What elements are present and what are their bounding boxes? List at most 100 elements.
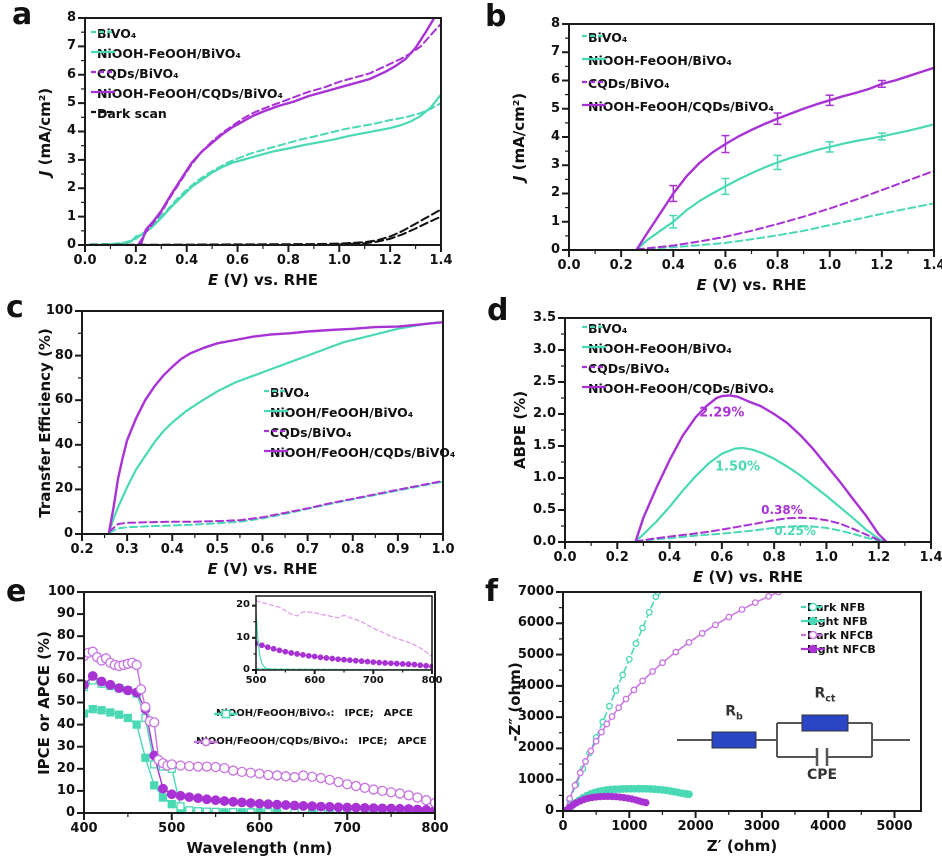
marker-square (106, 708, 115, 717)
x-axis-label: Z′ (ohm) (563, 837, 921, 855)
marker-circle (201, 761, 213, 772)
legend-label: NiOOH/FeOOH/CQDs/BiVO₄ (270, 445, 456, 460)
y-tick-label: 50 (56, 694, 75, 710)
y-tick-label: 3 (66, 151, 76, 167)
legend-row: NiOOH/FeOOH/BiVO₄ (263, 405, 416, 420)
axis-label-text: (V) vs. RHE (218, 271, 318, 289)
error-bar (721, 177, 730, 196)
legend-label: APCE (397, 736, 427, 747)
marker-circle (630, 686, 638, 694)
legend-label: Dark NFB (807, 601, 866, 614)
x-tick-label: 800 (421, 675, 443, 686)
x-tick-label: 1.2 (867, 550, 891, 565)
legend-label: Light NFB (807, 615, 868, 628)
axis-label-text: Transfer Efficiency (%) (36, 327, 54, 518)
y-tick-label: 4 (66, 123, 76, 139)
x-tick-label: 0.7 (296, 542, 320, 557)
x-tick-label: 600 (304, 675, 326, 686)
marker-circle (672, 648, 680, 656)
marker-circle (158, 783, 168, 794)
marker-circle (359, 782, 370, 793)
legend-label: NiOOH/FeOOH/BiVO₄ (270, 405, 414, 420)
marker-circle (403, 790, 414, 801)
axis-ticks (78, 17, 442, 252)
marker-circle (175, 790, 186, 801)
marker-circle (329, 655, 336, 662)
x-tick-label: 600 (245, 821, 274, 836)
y-tick-label: 0.0 (532, 533, 556, 549)
marker-circle (300, 651, 306, 658)
x-tick-label: 700 (362, 675, 384, 686)
legend-label: BiVO₄ (588, 321, 628, 336)
marker-circle (598, 728, 605, 736)
legend-row: NiOOH/FeOOH/CQDs/BiVO₄: IPCE; APCE (193, 736, 430, 747)
series-line-CQDs/BiVO₄ (634, 516, 885, 543)
legend-label: Dark scan (97, 106, 167, 121)
y-tick-label: 1.5 (532, 437, 556, 453)
x-tick-label: 2000 (677, 819, 714, 834)
marker-circle (263, 799, 274, 810)
x-tick-label: 1.0 (814, 550, 838, 565)
x-tick-label: 0.4 (661, 258, 685, 273)
marker-circle (289, 772, 300, 783)
legend-row: NiOOH-FeOOH/BiVO₄ (90, 46, 244, 61)
series-line-NiOOH-FeOOH/BiVO₄ (634, 446, 885, 543)
marker-circle (587, 747, 595, 755)
marker-circle (725, 613, 733, 621)
marker-circle (346, 657, 353, 664)
error-bar (773, 154, 782, 171)
x-axis-label: E (V) vs. RHE (85, 271, 441, 289)
error-bar (773, 112, 782, 126)
marker-circle (228, 765, 239, 776)
legend-label: CQDs/BiVO₄ (588, 76, 670, 91)
y-tick-label: 2 (550, 185, 560, 201)
marker-circle (359, 803, 370, 813)
marker-circle (370, 659, 377, 666)
label-cpe: CPE (807, 767, 837, 783)
y-tick-label: 5 (66, 95, 76, 111)
marker-circle (335, 656, 342, 663)
axis-label-text: (mA/cm²) (510, 92, 528, 176)
marker-square (114, 710, 124, 719)
x-tick-label: 0.0 (557, 258, 581, 273)
marker-circle (324, 774, 335, 786)
series-line-BiVO₄ (634, 525, 885, 543)
y-tick-label: 60 (56, 672, 75, 688)
x-tick-label: 0.6 (226, 253, 250, 268)
marker-circle (311, 653, 318, 660)
series-line-BiVO₄ (89, 102, 442, 246)
panel-a: a 0.0 0.2 0.4 0.6 0.8 1.0 1.2 1.4 0 1 2 3 4 5 6 7 8 E (V) … (0, 0, 465, 289)
y-tick-label: 1000 (517, 771, 554, 787)
marker-circle (192, 761, 204, 772)
panel-b: b 0.0 0.2 0.4 0.6 0.8 1.0 1.2 1.4 0 1 2 3 4 5 6 7 8 E (V) … (465, 0, 942, 295)
x-tick-label: 700 (333, 821, 361, 836)
legend-label: Dark NFCB (807, 629, 874, 642)
y-tick-label: 1 (66, 208, 76, 224)
legend-row: NiOOH/FeOOH/CQDs/BiVO₄ (263, 445, 458, 460)
error-bar (669, 214, 678, 229)
x-tick-label: 0.2 (609, 258, 633, 273)
x-tick-label: 0.6 (250, 542, 275, 557)
axis-label-text: (V) vs. RHE (703, 568, 803, 586)
y-axis-label: J (mA/cm²) (510, 93, 528, 181)
x-tick-label: 0.0 (553, 550, 577, 565)
y-tick-label: 6000 (517, 615, 554, 631)
y-tick-label: 80 (54, 347, 73, 363)
marker-circle (576, 769, 584, 777)
marker-circle (114, 683, 124, 694)
marker-circle (298, 770, 309, 781)
marker-circle (263, 769, 274, 781)
marker-circle (122, 685, 133, 696)
marker-square (202, 807, 212, 814)
marker-circle (639, 677, 646, 685)
y-tick-label: 3.5 (532, 309, 556, 325)
legend-row: CQDs/BiVO₄ (581, 361, 673, 376)
y-tick-label: 7 (550, 44, 560, 60)
axis-label-text: Z′ (ohm) (706, 837, 778, 855)
series-line-NiOOH-FeOOH/BiVO₄ (109, 93, 442, 246)
marker-circle (603, 720, 611, 728)
legend-row: Dark NFB (800, 601, 868, 614)
y-tick-label: 3 (550, 157, 560, 173)
marker-circle (592, 737, 600, 745)
